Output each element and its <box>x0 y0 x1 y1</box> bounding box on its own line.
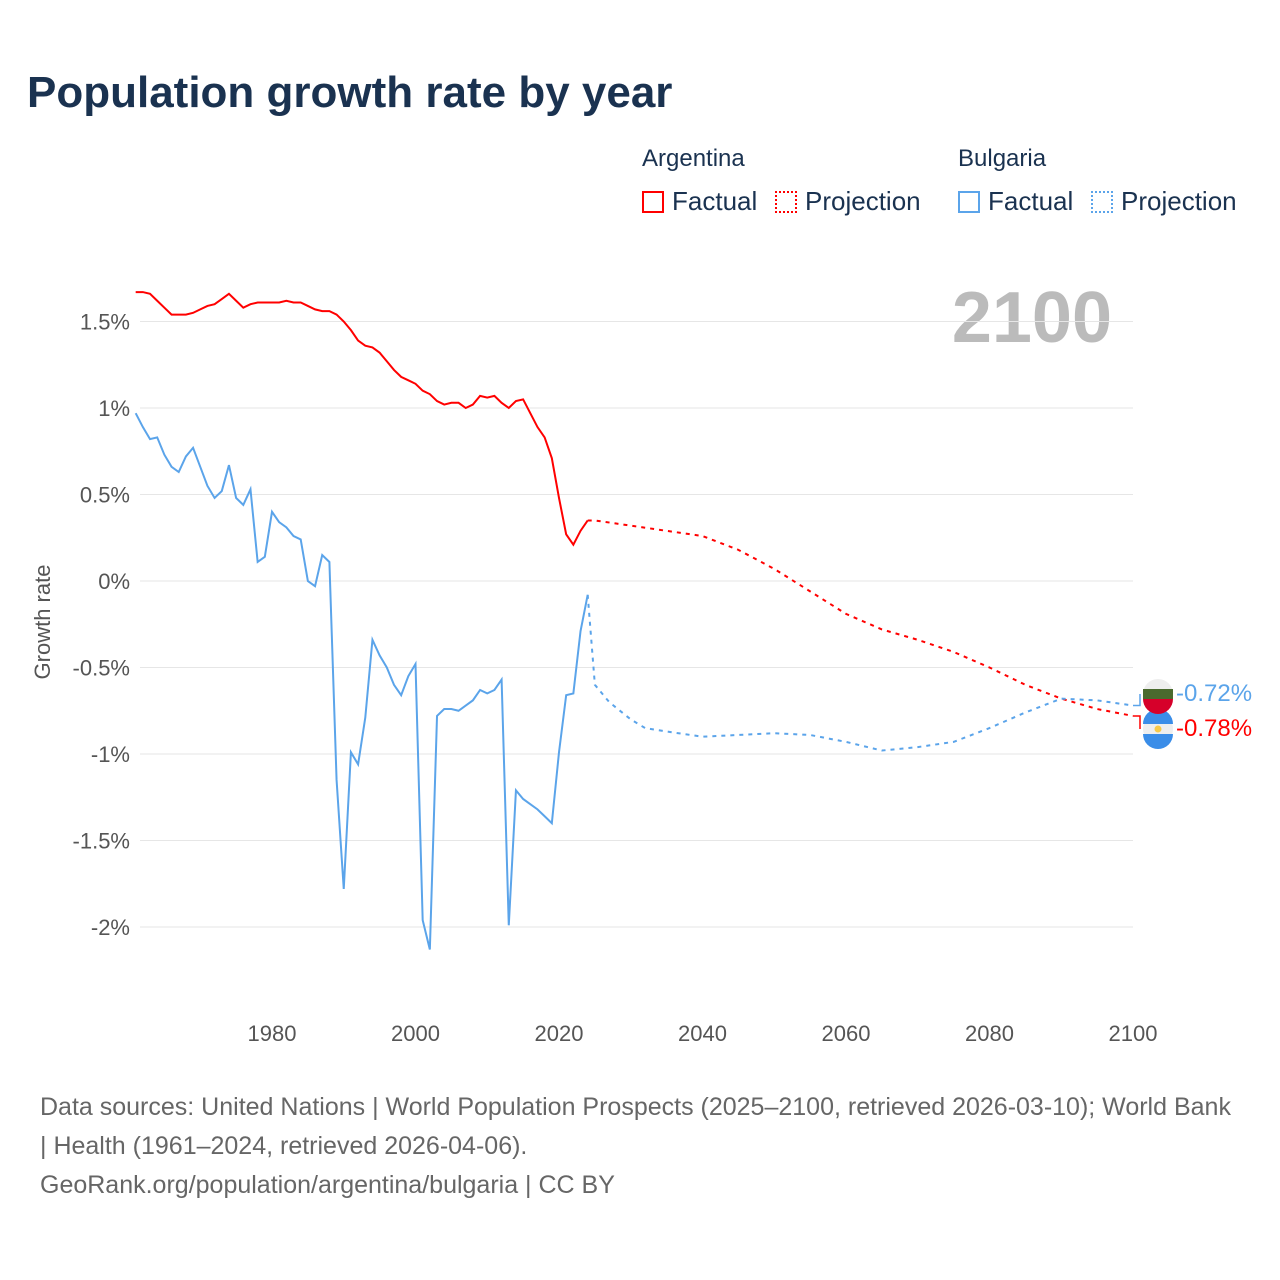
y-tick-label: 0.5% <box>80 483 130 508</box>
x-tick-label: 2040 <box>678 1021 727 1046</box>
legend-swatch <box>775 190 797 213</box>
y-tick-label: 0% <box>98 569 130 594</box>
argentina-flag-icon <box>1143 709 1173 749</box>
legend-label: Factual <box>672 186 758 216</box>
year-watermark: 2100 <box>952 278 1112 358</box>
legend-swatch <box>642 190 664 213</box>
chart-plot: 2100 Growth rate 1.5% 1% 0.5% 0% -0.5% -1% -1.… <box>30 278 1252 1046</box>
y-tick-label: -0.5% <box>73 656 130 681</box>
legend-swatch <box>958 190 980 213</box>
x-tick-label: 2080 <box>965 1021 1014 1046</box>
connector <box>1133 694 1141 707</box>
y-tick-label: -1.5% <box>73 829 130 854</box>
credit-link[interactable]: GeoRank.org/population/argentina/bulgari… <box>40 1171 615 1199</box>
y-tick-label: -2% <box>91 915 130 940</box>
legend-bulgaria-projection[interactable]: Projection <box>1091 186 1237 217</box>
y-tick-label: 1% <box>98 396 130 421</box>
legend-group-bulgaria: Bulgaria <box>958 145 1047 172</box>
legend-label: Factual <box>988 186 1074 216</box>
argentina-projection-line <box>587 519 1134 717</box>
bulgaria-factual-line <box>134 412 589 950</box>
footer: Data sources: United Nations | World Pop… <box>40 1088 1240 1205</box>
bulgaria-projection-line <box>586 594 1134 752</box>
chart-title: Population growth rate by year <box>27 68 673 117</box>
y-tick-label: -1% <box>91 742 130 767</box>
argentina-end-value: -0.78% <box>1176 715 1252 742</box>
legend-group-argentina: Argentina <box>642 145 745 172</box>
x-tick-label: 2100 <box>1109 1021 1158 1046</box>
x-tick-label: 1980 <box>248 1021 297 1046</box>
legend-argentina-projection[interactable]: Projection <box>775 186 921 217</box>
legend-label: Projection <box>805 186 921 216</box>
x-tick-label: 2060 <box>822 1021 871 1046</box>
bulgaria-flag-icon <box>1143 679 1173 714</box>
legend-label: Projection <box>1121 186 1237 216</box>
y-axis-label: Growth rate <box>30 565 55 680</box>
legend-swatch <box>1091 190 1113 213</box>
y-tick-label: 1.5% <box>80 310 130 335</box>
data-sources: Data sources: United Nations | World Pop… <box>40 1093 1231 1160</box>
bulgaria-end-value: -0.72% <box>1176 680 1252 707</box>
argentina-factual-line <box>135 291 589 547</box>
x-tick-label: 2020 <box>535 1021 584 1046</box>
connector <box>1133 715 1141 729</box>
legend-argentina-factual[interactable]: Factual <box>642 186 757 217</box>
x-tick-label: 2000 <box>391 1021 440 1046</box>
legend-bulgaria-factual[interactable]: Factual <box>958 186 1073 217</box>
